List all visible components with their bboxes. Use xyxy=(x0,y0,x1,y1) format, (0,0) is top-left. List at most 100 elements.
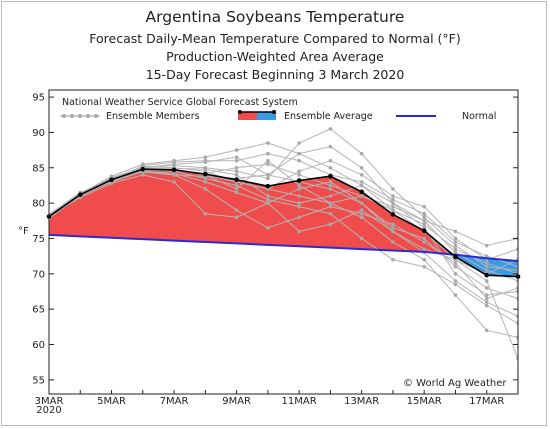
x-tick-label: 5MAR xyxy=(97,396,126,407)
ensemble-member-point xyxy=(328,127,333,131)
ensemble-member-line xyxy=(49,174,518,317)
ensemble-member-point xyxy=(328,194,333,198)
ensemble-member-point xyxy=(484,243,489,248)
ensemble-member-point xyxy=(484,268,489,273)
x-axis-year-label: 2020 xyxy=(36,405,61,416)
plot-border xyxy=(48,89,519,395)
ensemble-member-point xyxy=(328,180,333,184)
ensemble-member-point xyxy=(203,158,208,163)
ensemble-member-point xyxy=(453,264,458,269)
ensemble-member-point xyxy=(328,204,333,209)
ensemble-member-point xyxy=(453,250,458,255)
ensemble-member-point xyxy=(328,187,333,191)
ensemble-member-point xyxy=(453,272,458,276)
ensemble-average-point xyxy=(453,254,458,260)
ensemble-member-point xyxy=(297,141,301,145)
legend-ensemble-members-swatch xyxy=(60,114,100,118)
y-tick-label: 95 xyxy=(32,93,45,104)
ensemble-member-point xyxy=(328,201,333,205)
ensemble-member-point xyxy=(297,194,301,198)
ensemble-member-point xyxy=(422,247,427,251)
ensemble-member-point xyxy=(484,293,489,297)
ensemble-member-point xyxy=(266,226,270,230)
ensemble-member-point xyxy=(297,173,301,177)
ensemble-member-point xyxy=(266,151,270,156)
ensemble-member-point xyxy=(266,201,270,205)
x-tick-label: 9MAR xyxy=(222,396,251,407)
ensemble-member-point xyxy=(484,300,489,304)
ensemble-member-point xyxy=(422,215,427,220)
y-tick-label: 55 xyxy=(32,375,45,386)
ensemble-member-point xyxy=(391,187,395,191)
plot-area xyxy=(46,89,521,395)
ensemble-average-point xyxy=(77,192,83,197)
ensemble-member-point xyxy=(422,222,427,227)
ensemble-member-point xyxy=(453,282,458,287)
ensemble-member-point xyxy=(297,158,301,163)
ensemble-member-point xyxy=(359,236,364,241)
ensemble-member-point xyxy=(391,229,395,234)
ensemble-member-point xyxy=(484,264,489,269)
ensemble-member-point xyxy=(297,187,301,191)
ensemble-member-point xyxy=(203,167,208,171)
ensemble-member-point xyxy=(328,211,333,216)
ensemble-average-point xyxy=(234,177,239,183)
ensemble-member-point xyxy=(453,247,458,251)
ensemble-average-point xyxy=(328,173,333,179)
ensemble-member-point xyxy=(359,173,364,177)
ensemble-member-point xyxy=(453,279,458,283)
ensemble-member-point xyxy=(328,158,333,163)
ensemble-member-point xyxy=(391,201,395,205)
ensemble-member-point xyxy=(297,151,301,156)
ensemble-member-point xyxy=(172,180,176,184)
ensemble-average-point xyxy=(109,177,114,183)
x-tick-label: 17MAR xyxy=(469,396,504,407)
normal-line xyxy=(48,233,519,263)
ensemble-member-point xyxy=(391,240,395,244)
ensemble-member-point xyxy=(391,257,395,262)
ensemble-member-point xyxy=(422,204,427,209)
ensemble-member-point xyxy=(422,211,427,216)
ensemble-member-point xyxy=(391,208,395,212)
y-tick-label: 60 xyxy=(32,340,45,351)
ensemble-member-point xyxy=(266,194,270,198)
ensemble-member-point xyxy=(234,190,239,195)
ensemble-member-point xyxy=(234,187,239,191)
ensemble-member-point xyxy=(234,148,239,152)
ensemble-average-point xyxy=(265,183,271,189)
y-tick-label: 65 xyxy=(32,305,45,316)
legend-normal-label: Normal xyxy=(462,111,496,122)
ensemble-member-point xyxy=(359,215,364,220)
ensemble-average-point xyxy=(359,189,364,195)
ensemble-member-point xyxy=(484,296,489,301)
y-axis-label: °F xyxy=(18,226,29,237)
x-tick-label: 13MAR xyxy=(344,396,379,407)
ensemble-member-point xyxy=(297,169,301,174)
ensemble-member-point xyxy=(297,201,301,205)
chart-title: Argentina Soybeans Temperature xyxy=(146,8,405,26)
ensemble-member-point xyxy=(422,257,427,262)
ensemble-member-point xyxy=(422,218,427,223)
ensemble-member-point xyxy=(234,208,239,212)
legend-title: National Weather Service Global Forecast… xyxy=(62,97,298,108)
ensemble-member-point xyxy=(203,187,208,191)
ensemble-member-point xyxy=(234,183,239,188)
ensemble-member-point xyxy=(484,286,489,290)
legend-ensemble-average-label: Ensemble Average xyxy=(284,111,373,122)
ensemble-member-point xyxy=(359,208,364,212)
ensemble-member-point xyxy=(297,229,301,234)
ensemble-member-point xyxy=(359,183,364,188)
ensemble-member-point xyxy=(422,236,427,241)
ensemble-average-point xyxy=(140,166,146,172)
ensemble-member-point xyxy=(453,293,458,297)
ensemble-average-point xyxy=(421,228,427,233)
ensemble-member-point xyxy=(391,226,395,230)
ensemble-member-point xyxy=(234,215,239,220)
ensemble-member-point xyxy=(203,211,208,216)
ensemble-average-line xyxy=(48,168,519,278)
ensemble-member-point xyxy=(328,222,333,227)
ensemble-member-point xyxy=(297,204,301,209)
ensemble-member-point xyxy=(484,303,489,308)
y-tick-label: 80 xyxy=(32,199,45,210)
ensemble-member-point xyxy=(359,165,364,170)
